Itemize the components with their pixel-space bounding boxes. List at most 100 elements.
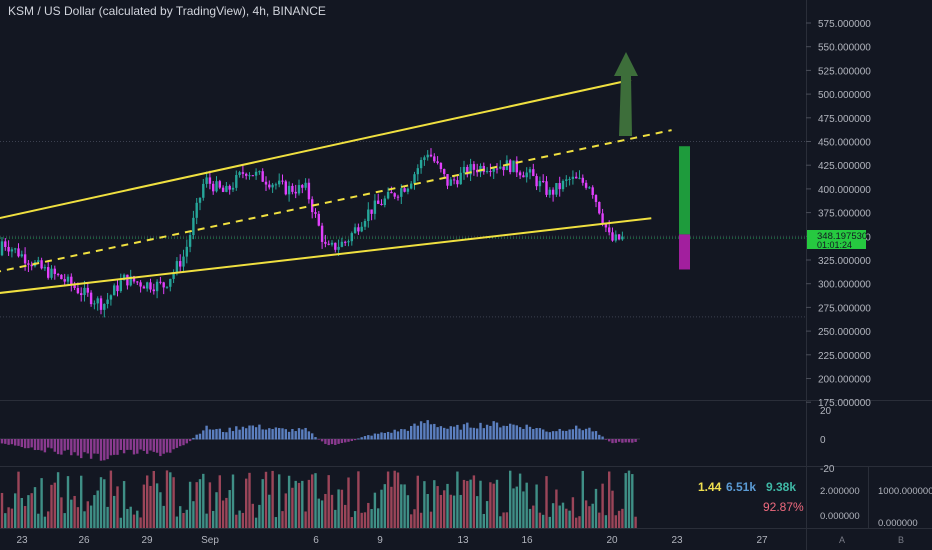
- candle-body: [406, 188, 410, 192]
- candle-body: [347, 241, 350, 243]
- candle-body: [106, 299, 109, 304]
- osc-histogram-bar: [281, 428, 284, 440]
- osc-histogram-bar: [601, 436, 604, 440]
- candle-body: [287, 185, 291, 195]
- candle-body: [27, 263, 30, 265]
- volume-bar: [30, 493, 33, 528]
- osc-histogram-bar: [208, 429, 212, 440]
- candle-body: [304, 182, 307, 188]
- volume-bar: [297, 482, 301, 528]
- osc-histogram-bar: [248, 425, 251, 440]
- volume-bar: [413, 509, 416, 528]
- current-price-badge: [807, 230, 866, 250]
- volume-bar: [215, 492, 218, 528]
- osc-histogram-bar: [205, 425, 208, 440]
- candle-body: [80, 293, 83, 296]
- volume-bar: [492, 483, 495, 528]
- osc-histogram-bar: [561, 430, 565, 440]
- osc-histogram-bar: [99, 439, 103, 461]
- osc-histogram-bar: [370, 435, 373, 440]
- osc-histogram-bar: [66, 439, 70, 450]
- volume-bar: [575, 517, 578, 528]
- volume-bar: [443, 490, 446, 528]
- osc-histogram-bar: [4, 439, 7, 444]
- volume-bar: [43, 516, 47, 528]
- volume-bar: [512, 488, 515, 528]
- price-tick-label: 175.000000: [818, 398, 871, 409]
- candle-body: [281, 180, 284, 182]
- up-arrow-icon: [614, 52, 638, 136]
- osc-histogram-bar: [212, 429, 215, 440]
- volume-bar: [482, 513, 485, 528]
- price-tick-label: 475.000000: [818, 114, 871, 125]
- osc-histogram-bar: [304, 427, 307, 440]
- osc-histogram-bar: [264, 429, 268, 440]
- volume-bar: [334, 509, 337, 528]
- osc-histogram-bar: [485, 424, 489, 440]
- osc-histogram-bar: [126, 439, 129, 450]
- volume-bar: [142, 484, 146, 528]
- osc-histogram-bar: [202, 430, 205, 440]
- volume-bar: [106, 506, 109, 528]
- osc-histogram-bar: [149, 439, 152, 451]
- candle-body: [324, 241, 327, 244]
- candle-body: [568, 178, 571, 180]
- osc-histogram-bar: [548, 432, 551, 440]
- stat-value-1: 1.44: [698, 480, 722, 494]
- volume-bar: [20, 497, 23, 528]
- time-tick-label: Sep: [201, 535, 219, 546]
- candle-body: [113, 285, 116, 296]
- volume-bar: [320, 500, 324, 528]
- osc-histogram-bar: [238, 429, 241, 440]
- osc-histogram-bar: [83, 439, 86, 453]
- current-price-label: 348.197530: [817, 231, 867, 242]
- volume-bar: [383, 484, 386, 528]
- volume-bar: [70, 499, 73, 528]
- candle-body: [0, 241, 4, 256]
- volume-bar: [10, 508, 14, 528]
- volume-bar: [571, 497, 575, 528]
- osc-histogram-bar: [604, 439, 608, 440]
- volume-bar: [515, 486, 518, 528]
- osc-histogram-bar: [571, 429, 575, 440]
- candle-body: [43, 267, 47, 269]
- osc-histogram-bar: [459, 429, 462, 440]
- volume-bar: [367, 502, 370, 528]
- osc-histogram-bar: [320, 439, 324, 442]
- osc-histogram-bar: [568, 429, 571, 440]
- osc-histogram-bar: [274, 427, 278, 440]
- osc-histogram-bar: [578, 428, 581, 440]
- volume-bar: [631, 474, 634, 528]
- volume-bar: [344, 504, 347, 528]
- osc-histogram-bar: [258, 424, 261, 440]
- candle-body: [419, 159, 423, 169]
- volume-bar: [182, 512, 185, 528]
- candle-body: [86, 287, 89, 293]
- candle-body: [179, 261, 182, 267]
- volume-bar: [294, 480, 297, 528]
- price-tick-label: 200.000000: [818, 375, 871, 386]
- osc-histogram-bar: [182, 439, 185, 446]
- candle-body: [436, 161, 439, 163]
- volume-bar: [33, 487, 37, 528]
- candle-body: [146, 282, 149, 289]
- osc-histogram-bar: [307, 431, 311, 440]
- osc-histogram-bar: [7, 439, 10, 445]
- osc-histogram-bar: [185, 439, 188, 444]
- candle-body: [40, 260, 43, 269]
- osc-histogram-bar: [287, 431, 291, 440]
- volume-bar: [73, 495, 76, 528]
- osc-histogram-bar: [103, 439, 106, 461]
- volume-bar: [228, 490, 231, 528]
- osc-histogram-bar: [241, 426, 245, 440]
- volume-tick-label: 0.000000: [878, 518, 918, 529]
- candle-body: [235, 175, 238, 188]
- osc-histogram-bar: [340, 439, 344, 443]
- candle-body: [353, 227, 357, 234]
- osc-histogram-bar: [172, 439, 175, 450]
- osc-histogram-bar: [50, 439, 53, 449]
- osc-histogram-bar: [423, 423, 426, 440]
- stat-value-3: 9.38k: [766, 480, 797, 494]
- time-tick-label: 9: [377, 535, 383, 546]
